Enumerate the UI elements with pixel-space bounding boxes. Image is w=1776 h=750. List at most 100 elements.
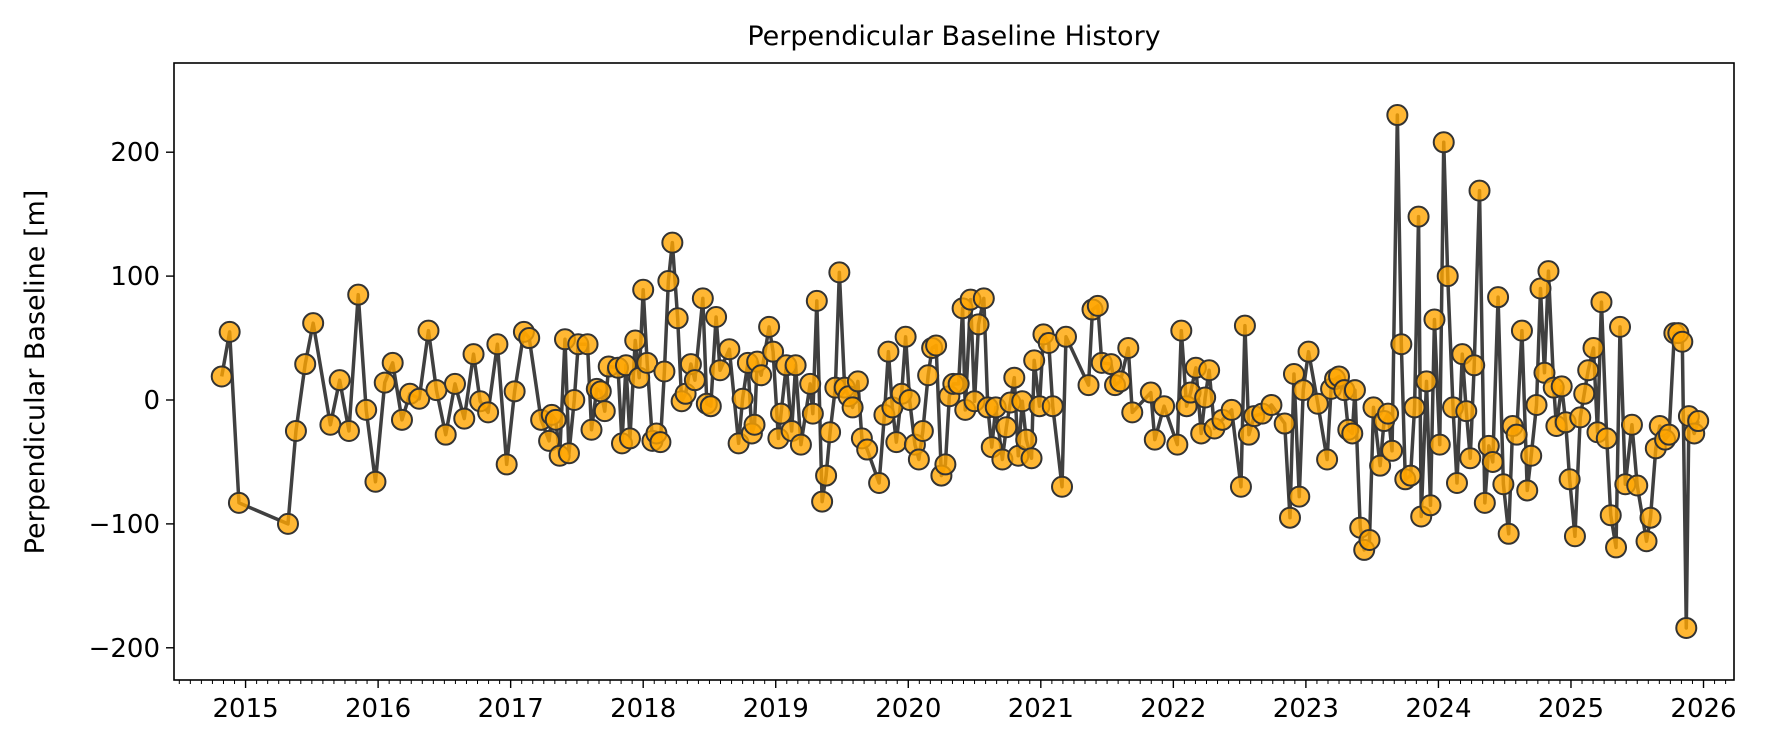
data-point — [1497, 522, 1520, 545]
data-point — [355, 398, 378, 421]
data-point — [614, 354, 637, 377]
data-point — [947, 372, 970, 395]
data-point — [917, 364, 940, 387]
data-point — [841, 396, 864, 419]
data-point — [784, 354, 807, 377]
data-point — [649, 431, 672, 454]
data-point — [925, 334, 948, 357]
data-point — [1423, 308, 1446, 331]
data-point — [518, 327, 541, 350]
data-point — [709, 359, 732, 382]
data-point — [443, 372, 466, 395]
data-point — [1428, 433, 1451, 456]
data-point — [1403, 396, 1426, 419]
data-point — [434, 423, 457, 446]
data-point — [1343, 379, 1366, 402]
x-tick-label: 2018 — [610, 694, 676, 724]
data-point — [805, 289, 828, 312]
data-point — [750, 364, 773, 387]
data-point — [1390, 333, 1413, 356]
data-point — [1139, 381, 1162, 404]
data-point — [408, 387, 431, 410]
data-point — [762, 340, 785, 363]
data-point — [1510, 319, 1533, 342]
data-point — [1459, 447, 1482, 470]
data-point — [1620, 413, 1643, 436]
data-point — [1194, 386, 1217, 409]
axes: 2015 2016 2017 2018 2019 2020 2021 2022 2023 2024… — [89, 138, 1737, 724]
data-point — [907, 448, 930, 471]
data-point — [1292, 379, 1315, 402]
data-point — [1260, 393, 1283, 416]
data-point — [1233, 314, 1256, 337]
data-point — [1273, 412, 1296, 435]
data-point — [1573, 382, 1596, 405]
data-point — [743, 413, 766, 436]
data-point — [1468, 179, 1491, 202]
data-point — [898, 388, 921, 411]
data-point — [1143, 428, 1166, 451]
data-point — [1558, 468, 1581, 491]
data-point — [1020, 447, 1043, 470]
data-point — [1399, 464, 1422, 487]
x-tick-label: 2025 — [1538, 694, 1604, 724]
data-point — [1599, 504, 1622, 527]
data-point — [1166, 433, 1189, 456]
y-tick-label: 100 — [110, 262, 160, 292]
data-point — [1220, 398, 1243, 421]
data-point — [624, 329, 647, 352]
data-point — [1377, 402, 1400, 425]
data-point — [1550, 375, 1573, 398]
data-point — [657, 270, 680, 293]
data-point — [227, 491, 250, 514]
data-point — [538, 429, 561, 452]
data-point — [770, 402, 793, 425]
data-point — [390, 408, 413, 431]
data-point — [1569, 406, 1592, 429]
data-point — [1341, 422, 1364, 445]
data-point — [1358, 528, 1381, 551]
x-tick-label: 2026 — [1670, 694, 1736, 724]
series-baseline — [210, 104, 1710, 639]
data-point — [666, 307, 689, 330]
data-point — [967, 313, 990, 336]
data-point — [699, 395, 722, 418]
data-point — [284, 419, 307, 442]
data-point — [815, 464, 838, 487]
y-tick-label: −100 — [89, 510, 160, 540]
data-point — [580, 418, 603, 441]
data-point — [705, 305, 728, 328]
data-point — [347, 283, 370, 306]
data-point — [1671, 330, 1694, 353]
data-point — [811, 490, 834, 513]
data-point — [1121, 401, 1144, 424]
data-point — [801, 402, 824, 425]
data-point — [653, 360, 676, 383]
data-point — [1003, 366, 1026, 389]
data-point — [877, 340, 900, 363]
data-point — [1198, 359, 1221, 382]
data-point — [1407, 205, 1430, 228]
data-point — [1525, 393, 1548, 416]
data-point — [1051, 475, 1074, 498]
data-point — [1605, 536, 1628, 559]
data-point — [1109, 370, 1132, 393]
data-point — [1297, 340, 1320, 363]
x-tick-label: 2017 — [478, 694, 544, 724]
data-point — [1473, 491, 1496, 514]
y-tick-label: 0 — [143, 386, 160, 416]
data-point — [1577, 359, 1600, 382]
data-point — [1386, 104, 1409, 127]
data-point — [1153, 395, 1176, 418]
data-point — [294, 353, 317, 376]
data-point — [1086, 294, 1109, 317]
x-tick-label: 2024 — [1405, 694, 1471, 724]
data-point — [972, 287, 995, 310]
data-point — [1381, 439, 1404, 462]
data-point — [1675, 616, 1698, 639]
data-point — [417, 319, 440, 342]
data-point — [868, 472, 891, 495]
data-point — [1516, 479, 1539, 502]
data-point — [1582, 336, 1605, 359]
data-point — [364, 470, 387, 493]
